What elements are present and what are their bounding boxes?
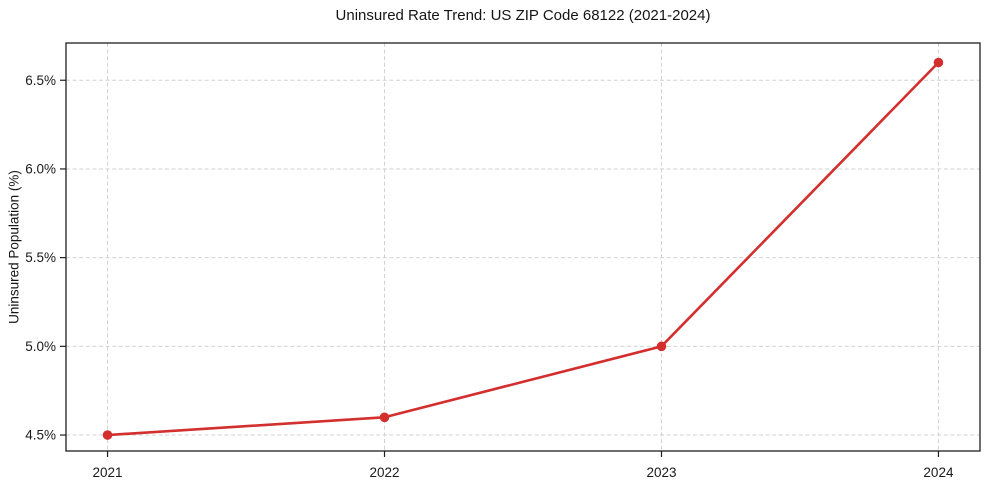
trend-line — [106, 61, 940, 437]
x-tick-label: 2022 — [369, 465, 399, 480]
x-tick-label: 2023 — [646, 465, 676, 480]
y-tick-label: 6.0% — [25, 161, 56, 176]
x-tick-label: 2024 — [923, 465, 954, 480]
plot-border — [65, 42, 981, 452]
chart-title: Uninsured Rate Trend: US ZIP Code 68122 … — [335, 7, 711, 24]
y-tick-label: 5.5% — [25, 250, 56, 265]
data-point-marker — [379, 412, 390, 423]
x-tick-label: 2021 — [93, 465, 123, 480]
y-tick-label: 6.5% — [25, 73, 56, 88]
y-tick-label: 5.0% — [25, 339, 56, 354]
data-point-marker — [656, 341, 667, 352]
data-point-marker — [933, 57, 944, 68]
data-point-marker — [102, 430, 113, 440]
y-tick-label: 4.5% — [25, 428, 56, 443]
